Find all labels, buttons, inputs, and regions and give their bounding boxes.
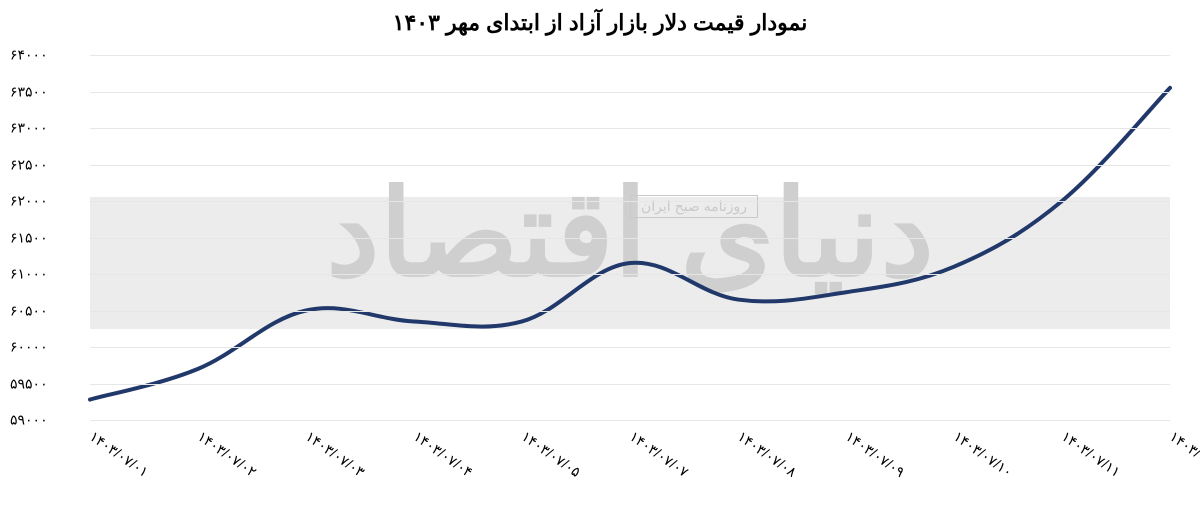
x-axis-label: ۱۴۰۳/۰۷/۰۲ (194, 428, 259, 481)
chart-title: نمودار قیمت دلار بازار آزاد از ابتدای مه… (0, 10, 1200, 36)
gridline (90, 165, 1170, 166)
x-axis-label: ۱۴۰۳/۰۷/۰۷ (626, 428, 691, 481)
plot-area: دنیای اقتصاد روزنامه صبح ایران (90, 55, 1170, 420)
gridline (90, 384, 1170, 385)
gridline (90, 55, 1170, 56)
gridline (90, 238, 1170, 239)
x-axis-label: ۱۴۰۳/۰۷/۰۴ (410, 428, 475, 481)
y-axis-label: ۶۲۵۰۰ (10, 156, 80, 173)
x-axis-label: ۱۴۰۳/۰۷/۱۰ (950, 428, 1015, 481)
chart-container: نمودار قیمت دلار بازار آزاد از ابتدای مه… (0, 0, 1200, 515)
y-axis-label: ۵۹۰۰۰ (10, 412, 80, 429)
y-axis-label: ۵۹۵۰۰ (10, 375, 80, 392)
x-axis-label: ۱۴۰۳/۰۷/۰۱ (86, 428, 151, 481)
y-axis-label: ۶۴۰۰۰ (10, 47, 80, 64)
x-axis-label: ۱۴۰۳/۰۷/۱۱ (1058, 428, 1123, 481)
series-line (90, 88, 1170, 400)
gridline (90, 311, 1170, 312)
y-axis-label: ۶۳۵۰۰ (10, 83, 80, 100)
y-axis-label: ۶۲۰۰۰ (10, 193, 80, 210)
gridline (90, 420, 1170, 421)
x-axis-label: ۱۴۰۳/۰۷/۰۹ (842, 428, 907, 481)
x-axis-label: ۱۴۰۳/۰۷/۰۸ (734, 428, 799, 481)
y-axis-label: ۶۰۵۰۰ (10, 302, 80, 319)
y-axis-label: ۶۳۰۰۰ (10, 120, 80, 137)
y-axis-label: ۶۱۵۰۰ (10, 229, 80, 246)
gridline (90, 128, 1170, 129)
x-axis-label: ۱۴۰۳/۰۷/۰۵ (518, 428, 583, 481)
gridline (90, 347, 1170, 348)
gridline (90, 201, 1170, 202)
y-axis-label: ۶۰۰۰۰ (10, 339, 80, 356)
y-axis-label: ۶۱۰۰۰ (10, 266, 80, 283)
x-axis-label: ۱۴۰۳/۰۷/۱۲ (1166, 428, 1200, 481)
x-axis-label: ۱۴۰۳/۰۷/۰۳ (302, 428, 367, 481)
gridline (90, 274, 1170, 275)
gridline (90, 92, 1170, 93)
